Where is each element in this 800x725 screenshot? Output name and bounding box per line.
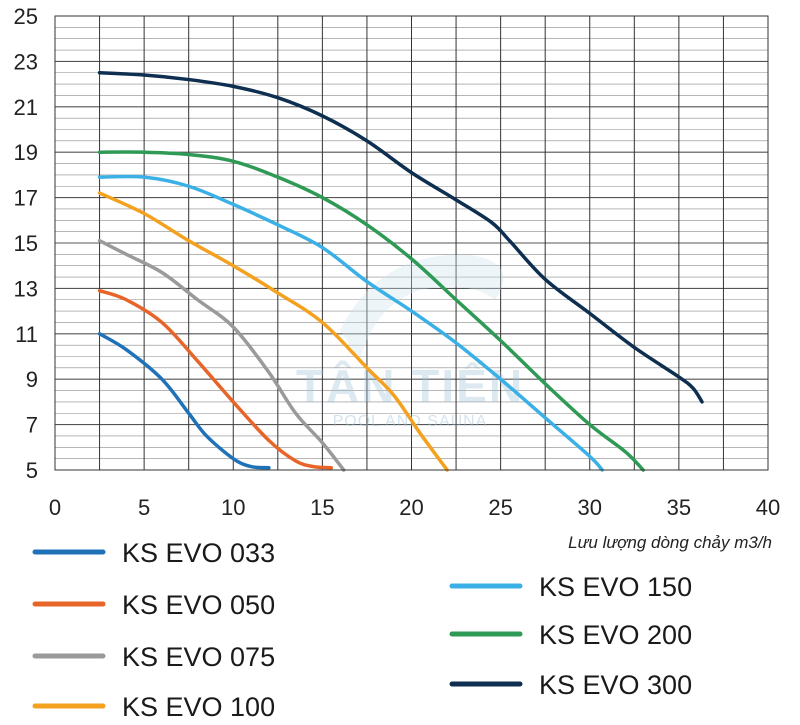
legend-item: KS EVO 100 [32, 692, 275, 722]
legend-label: KS EVO 150 [539, 572, 692, 602]
x-tick-label: 10 [221, 495, 245, 520]
y-tick-label: 11 [15, 322, 38, 347]
x-tick-label: 35 [667, 495, 691, 520]
grid-lines [54, 15, 769, 471]
watermark: TÂN TIẾN POOL AND SAUNA [296, 254, 524, 430]
legend-item: KS EVO 300 [449, 670, 692, 700]
legend-label: KS EVO 200 [539, 620, 692, 650]
x-tick-label: 40 [756, 495, 780, 520]
legend-label: KS EVO 075 [122, 642, 275, 672]
legend-label: KS EVO 033 [122, 538, 275, 568]
x-tick-label: 25 [488, 495, 512, 520]
y-tick-label: 25 [14, 4, 38, 29]
x-tick-label: 0 [49, 495, 61, 520]
x-tick-label: 15 [310, 495, 334, 520]
x-tick-label: 30 [578, 495, 602, 520]
legend-label: KS EVO 100 [122, 692, 275, 722]
watermark-sub-text: POOL AND SAUNA [333, 413, 488, 430]
series-line-ks-evo-200 [97, 150, 645, 472]
legend-item: KS EVO 033 [32, 538, 275, 568]
legend: KS EVO 033 KS EVO 050 KS EVO 075 KS EVO 100… [32, 538, 692, 722]
series-line-ks-evo-033 [97, 332, 271, 470]
series-line-ks-evo-050 [97, 288, 334, 470]
series-line-ks-evo-100 [97, 191, 449, 472]
y-tick-label: 23 [14, 49, 38, 74]
x-tick-label: 5 [138, 495, 150, 520]
y-tick-label: 15 [14, 231, 38, 256]
watermark-swoosh-icon [340, 254, 504, 360]
legend-item: KS EVO 075 [32, 642, 275, 672]
legend-label: KS EVO 300 [539, 670, 692, 700]
series-line-ks-evo-300 [97, 71, 704, 404]
series-line-ks-evo-150 [97, 174, 604, 472]
legend-label: KS EVO 050 [122, 590, 275, 620]
y-tick-label: 9 [26, 367, 38, 392]
legend-item: KS EVO 050 [32, 590, 275, 620]
x-axis-label: Lưu lượng dòng chảy m3/h [568, 533, 772, 552]
plot-frame [54, 15, 769, 471]
series-lines [97, 71, 704, 472]
legend-item: KS EVO 200 [449, 620, 692, 650]
watermark-main-text: TÂN TIẾN [296, 360, 524, 412]
y-tick-label: 19 [14, 140, 38, 165]
legend-item: KS EVO 150 [449, 572, 692, 602]
series-line-ks-evo-075 [97, 238, 346, 472]
y-tick-label: 17 [14, 186, 38, 211]
y-tick-label: 7 [26, 413, 38, 438]
y-tick-label: 13 [14, 276, 38, 301]
y-tick-label: 5 [26, 458, 38, 483]
x-tick-label: 20 [399, 495, 423, 520]
y-tick-label: 21 [14, 95, 38, 120]
